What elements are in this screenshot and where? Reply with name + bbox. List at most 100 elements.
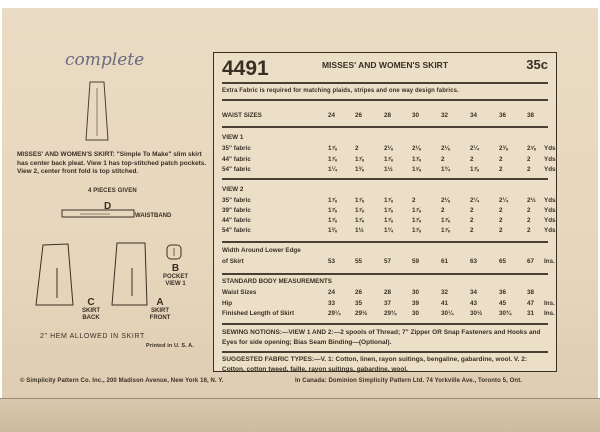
row-label: Width Around Lower Edge	[222, 247, 301, 254]
waistband-piece	[61, 209, 135, 218]
cell-value: 2¼	[470, 197, 479, 204]
cell-value: 1¾	[441, 166, 450, 173]
pattern-price: 35c	[526, 57, 548, 72]
cell-value: 32	[441, 112, 449, 119]
envelope-flap	[0, 398, 600, 432]
cell-value: 1⅞	[441, 217, 450, 224]
cell-value: 36	[499, 289, 507, 296]
cell-value: 2	[527, 155, 531, 163]
cell-value: 2	[470, 207, 474, 214]
view2-row: 54" fabric 1⅜ 1½ 1¾ 1⅞ 1⅞ 2 2 2 Yds.	[222, 227, 557, 237]
cell-value: 26	[355, 289, 363, 296]
cell-value: 1⅞	[328, 207, 337, 214]
pattern-number: 4491	[222, 57, 269, 80]
cell-value: 1⅝	[412, 166, 421, 173]
cell-value: 31	[527, 310, 535, 317]
cell-value: 1¼	[328, 166, 337, 173]
cell-value: 2	[441, 207, 445, 214]
cell-value: 1½	[355, 227, 364, 234]
skirt-sketch-icon	[85, 81, 109, 141]
cell-value: 2	[527, 166, 531, 173]
unit-label: Ins.	[544, 310, 555, 317]
cell-value: 2⅝	[527, 145, 536, 152]
row-label: Waist Sizes	[222, 289, 257, 296]
unit-label: Yds.	[544, 197, 558, 204]
handwritten-note: complete	[65, 50, 145, 70]
cell-value: 1⅞	[328, 145, 337, 152]
cell-value: 30¼	[441, 310, 454, 317]
cell-value: 45	[499, 299, 507, 307]
cell-value: 30	[412, 310, 420, 317]
row-label: WAIST SIZES	[222, 112, 262, 119]
piece-d-name: WAISTBAND	[135, 213, 172, 219]
row-label: 35" fabric	[222, 145, 251, 152]
unit-label: Yds	[544, 166, 556, 173]
cell-value: 2⅛	[441, 145, 450, 152]
row-label: 35" fabric	[222, 197, 251, 204]
cell-value: 33	[328, 299, 336, 307]
cell-value: 32	[441, 289, 449, 296]
cell-value: 47	[527, 299, 535, 307]
cell-value: 1⅜	[355, 166, 364, 173]
suggested-fabrics: SUGGESTED FABRIC TYPES:—V. 1: Cotton, li…	[222, 356, 528, 373]
hem-note: 2" HEM ALLOWED IN SKIRT	[40, 333, 145, 340]
cell-value: 2	[441, 155, 445, 163]
cell-value: 1⅞	[355, 207, 364, 214]
view2-row: 35" fabric 1⅞ 1⅞ 1⅞ 2 2⅛ 2¼ 2¼ 2½ Yds.	[222, 197, 557, 207]
body-row: Finished Length of Skirt 29¼ 29½ 29¾ 30 30¼ 30…	[222, 310, 555, 320]
cell-value: 1⅞	[412, 207, 421, 214]
cell-value: 2⅜	[499, 145, 508, 152]
cell-value: 34	[470, 289, 478, 296]
row-label: 44" fabric	[222, 217, 251, 224]
cell-value: 30¾	[499, 310, 512, 317]
cell-value: 29½	[355, 310, 368, 317]
row-label: 39" fabric	[222, 207, 251, 214]
cell-value: 28	[384, 289, 392, 296]
cell-value: 1⅞	[355, 217, 364, 224]
cell-value: 29¾	[384, 310, 397, 317]
extra-fabric-note: Extra Fabric is required for matching pl…	[222, 88, 459, 94]
pocket-piece	[166, 244, 182, 260]
cell-value: 2	[527, 217, 531, 224]
cell-value: 2	[499, 155, 503, 163]
cell-value: 55	[355, 258, 363, 265]
cell-value: 61	[441, 258, 449, 265]
cell-value: 1⅞	[412, 155, 421, 163]
cell-value: 26	[355, 112, 363, 119]
cell-value: 2	[355, 145, 359, 152]
cell-value: 1⅞	[384, 155, 393, 163]
cell-value: 24	[328, 289, 336, 296]
copyright-footer: © Simplicity Pattern Co. Inc., 200 Madis…	[20, 378, 224, 384]
cell-value: 28	[384, 112, 392, 119]
cell-value: 2⅛	[384, 145, 393, 152]
cell-value: 1¾	[384, 227, 393, 234]
cell-value: 2	[470, 155, 474, 163]
pattern-description: MISSES' AND WOMEN'S SKIRT: "Simple To Ma…	[17, 151, 207, 175]
cell-value: 39	[412, 299, 420, 307]
cell-value: 36	[499, 112, 507, 119]
body-row: Waist Sizes 24 26 28 30 32 34 36 38	[222, 289, 550, 299]
cell-value: 1⅞	[412, 227, 421, 234]
row-label: STANDARD BODY MEASUREMENTS	[222, 278, 332, 285]
printed-in: Printed in U. S. A.	[146, 343, 194, 349]
pieces-given: 4 PIECES GIVEN	[88, 188, 137, 194]
cell-value: 1⅞	[412, 217, 421, 224]
sewing-notions: SEWING NOTIONS:—VIEW 1 AND 2:—2 spools o…	[222, 329, 541, 346]
unit-label: Yds.	[544, 227, 558, 234]
cell-value: 1½	[384, 166, 393, 173]
cell-value: 1⅞	[355, 155, 364, 163]
piece-c: C SKIRT BACK	[82, 297, 100, 322]
row-label: Finished Length of Skirt	[222, 310, 295, 317]
cell-value: 2	[470, 227, 474, 234]
cell-value: 29¼	[328, 310, 341, 317]
cell-value: 35	[355, 299, 363, 307]
view1-row: 35" fabric 1⅞ 2 2⅛ 2⅛ 2⅛ 2¼ 2⅜ 2⅝ Yds	[222, 145, 556, 155]
cell-value: 2	[499, 227, 503, 234]
view1-row: 44" fabric 1⅞ 1⅞ 1⅞ 1⅞ 2 2 2 2 Yds	[222, 155, 556, 166]
view2-row: 44" fabric 1⅞ 1⅞ 1⅞ 1⅞ 1⅞ 2 2 2 Yds.	[222, 217, 557, 227]
row-label: VIEW 2	[222, 186, 244, 193]
cell-value: 2	[470, 217, 474, 224]
cell-value: 37	[384, 299, 392, 307]
view2-row: 39" fabric 1⅞ 1⅞ 1⅞ 1⅞ 2 2 2 2 Yds.	[222, 207, 557, 217]
cell-value: 43	[470, 299, 478, 307]
